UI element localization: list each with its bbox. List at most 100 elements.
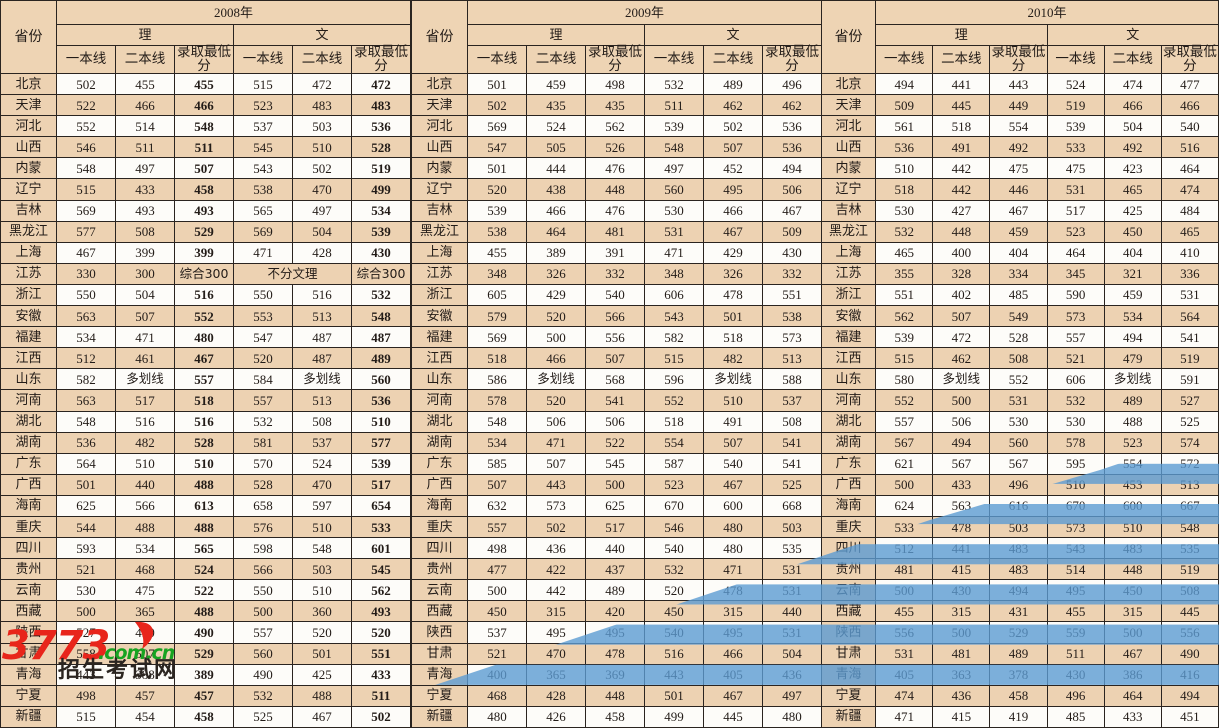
table-row: 新疆 480 426 458 499 445 480 xyxy=(411,705,823,728)
score-cell: 500 xyxy=(585,473,645,496)
score-cell: 442 xyxy=(932,157,991,180)
table-row: 天津 502 435 435 511 462 462 xyxy=(411,94,823,117)
table-row: 云南 500 430 494 495 450 508 xyxy=(820,579,1219,602)
province-cell: 云南 xyxy=(411,579,468,602)
score-cell: 315 xyxy=(932,600,991,623)
score-cell: 550 xyxy=(56,283,116,307)
score-cell: 536 xyxy=(761,115,823,138)
score-cell: 465 xyxy=(875,241,934,264)
score-cell: 616 xyxy=(989,494,1048,517)
table-row: 河北 561 518 554 539 504 540 xyxy=(820,115,1219,138)
table-row: 甘肃 521 470 478 516 466 504 xyxy=(411,642,823,665)
score-cell: 566 xyxy=(115,494,175,517)
score-cell: 519 xyxy=(1160,558,1219,581)
score-cell: 452 xyxy=(703,157,763,180)
table-row: 辽宁 518 442 446 531 465 474 xyxy=(820,178,1219,201)
score-cell: 521 xyxy=(467,642,527,665)
score-cell: 498 xyxy=(56,684,116,707)
score-cell: 462 xyxy=(761,94,823,117)
score-cell: 345 xyxy=(1046,262,1105,285)
score-cell: 530 xyxy=(989,410,1048,433)
score-cell: 510 xyxy=(703,389,763,412)
province-cell: 陕西 xyxy=(820,621,877,644)
score-cell: 334 xyxy=(989,262,1048,285)
score-cell: 481 xyxy=(932,642,991,665)
score-cell: 536 xyxy=(761,136,823,159)
score-cell: 510 xyxy=(350,410,412,433)
score-cell: 554 xyxy=(644,431,704,454)
header-row-metric: 一本线 二本线 录取最低分 一本线 二本线 录取最低分 xyxy=(412,45,823,74)
table-row: 安徽 579 520 566 543 501 538 xyxy=(411,305,823,328)
header-tier1-arts: 一本线 xyxy=(1046,45,1105,74)
table-row: 海南 625 566 613 658 597 654 xyxy=(0,494,412,517)
score-cell: 315 xyxy=(1103,600,1162,623)
score-cell: 315 xyxy=(526,600,586,623)
score-cell: 512 xyxy=(875,537,934,560)
score-cell: 543 xyxy=(644,305,704,328)
score-cell: 511 xyxy=(1046,642,1105,665)
score-cell: 多划线 xyxy=(526,368,586,391)
score-cell: 524 xyxy=(526,115,586,138)
score-cell: 582 xyxy=(644,326,704,349)
score-cell: 548 xyxy=(467,410,527,433)
score-cell: 455 xyxy=(1046,600,1105,623)
score-cell: 489 xyxy=(989,642,1048,665)
score-cell: 520 xyxy=(644,579,704,602)
score-cell: 489 xyxy=(703,72,763,96)
score-cell: 519 xyxy=(1046,94,1105,117)
score-cell: 658 xyxy=(233,494,293,517)
header-tier2-arts: 二本线 xyxy=(1103,45,1162,74)
score-cell: 525 xyxy=(761,473,823,496)
province-cell: 甘肃 xyxy=(820,642,877,665)
score-cell: 543 xyxy=(233,157,293,180)
province-cell: 云南 xyxy=(820,579,877,602)
score-cell: 491 xyxy=(932,136,991,159)
header-year: 2008年 xyxy=(55,0,412,25)
score-cell: 多划线 xyxy=(703,368,763,391)
table-row: 江西 515 462 508 521 479 519 xyxy=(820,347,1219,370)
province-cell: 贵州 xyxy=(411,558,468,581)
header-row-year: 省份 2009年 xyxy=(411,0,823,74)
score-cell: 557 xyxy=(233,621,293,644)
score-cell: 475 xyxy=(115,579,175,602)
table-row: 海南 632 573 625 670 600 668 xyxy=(411,494,823,517)
score-cell: 578 xyxy=(1046,431,1105,454)
province-cell: 海南 xyxy=(411,494,468,517)
score-cell: 468 xyxy=(467,684,527,707)
header-tier2-arts: 二本线 xyxy=(292,45,352,74)
province-cell: 广西 xyxy=(820,473,877,496)
score-cell: 490 xyxy=(115,621,175,644)
score-cell: 467 xyxy=(703,684,763,707)
score-cell: 531 xyxy=(989,389,1048,412)
table-row: 新疆 515 454 458 525 467 502 xyxy=(0,705,412,728)
score-cell: 488 xyxy=(292,684,352,707)
score-cell: 506 xyxy=(761,178,823,201)
score-cell: 405 xyxy=(875,663,934,686)
score-cell: 420 xyxy=(585,600,645,623)
score-cell: 467 xyxy=(703,220,763,243)
score-cell: 563 xyxy=(932,494,991,517)
score-cell: 551 xyxy=(761,283,823,307)
table-body: 北京 502 455 455 515 472 472 天津 522 466 466 523 483 483… xyxy=(0,72,412,728)
province-cell: 宁夏 xyxy=(0,684,57,707)
merged-note-cell: 不分文理 xyxy=(233,262,352,285)
score-cell: 520 xyxy=(350,621,412,644)
score-cell: 488 xyxy=(1103,410,1162,433)
score-cell: 502 xyxy=(292,157,352,180)
province-cell: 贵州 xyxy=(0,558,57,581)
header-year: 2009年 xyxy=(466,0,823,25)
score-cell: 535 xyxy=(1160,537,1219,560)
score-cell: 425 xyxy=(292,663,352,686)
province-cell: 湖北 xyxy=(411,410,468,433)
score-cell: 509 xyxy=(761,220,823,243)
table-row: 广东 585 507 545 587 540 541 xyxy=(411,452,823,475)
score-cell: 538 xyxy=(233,178,293,201)
score-cell: 540 xyxy=(1160,115,1219,138)
table-row: 江西 518 466 507 515 482 513 xyxy=(411,347,823,370)
score-cell: 564 xyxy=(1160,305,1219,328)
score-cell: 427 xyxy=(932,199,991,222)
score-cell: 601 xyxy=(350,537,412,560)
score-cell: 435 xyxy=(585,94,645,117)
score-cell: 563 xyxy=(56,389,116,412)
score-cell: 537 xyxy=(761,389,823,412)
